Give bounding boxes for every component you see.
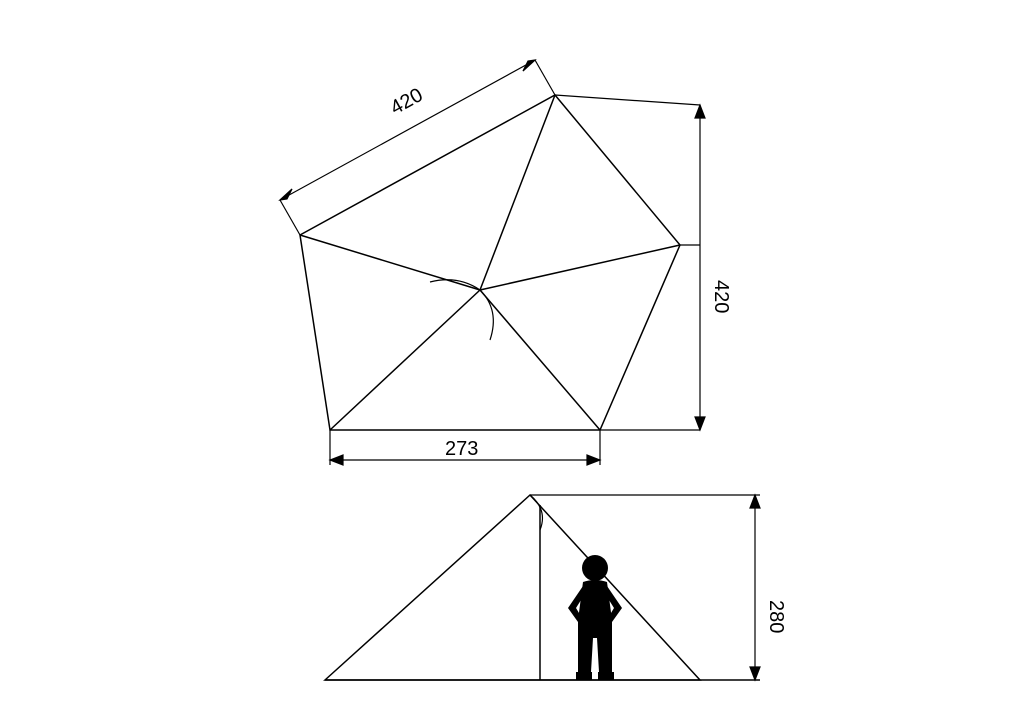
dim-right-edge-label: 420 xyxy=(710,280,732,313)
dim-height-label: 280 xyxy=(765,600,787,633)
tent-triangle xyxy=(325,495,700,680)
dim-top-edge xyxy=(280,60,555,235)
diagram-container: 420 420 273 xyxy=(0,0,1014,717)
technical-drawing-svg: 420 420 273 xyxy=(0,0,1014,717)
dim-right-edge xyxy=(555,95,705,430)
top-view: 420 420 273 xyxy=(280,60,732,465)
pentagon-spokes xyxy=(300,95,680,430)
dim-height xyxy=(530,495,760,680)
dim-bottom-width-label: 273 xyxy=(445,438,478,460)
person-icon xyxy=(568,555,622,680)
dim-top-edge-label: 420 xyxy=(387,84,427,119)
side-view: 280 xyxy=(325,495,787,680)
